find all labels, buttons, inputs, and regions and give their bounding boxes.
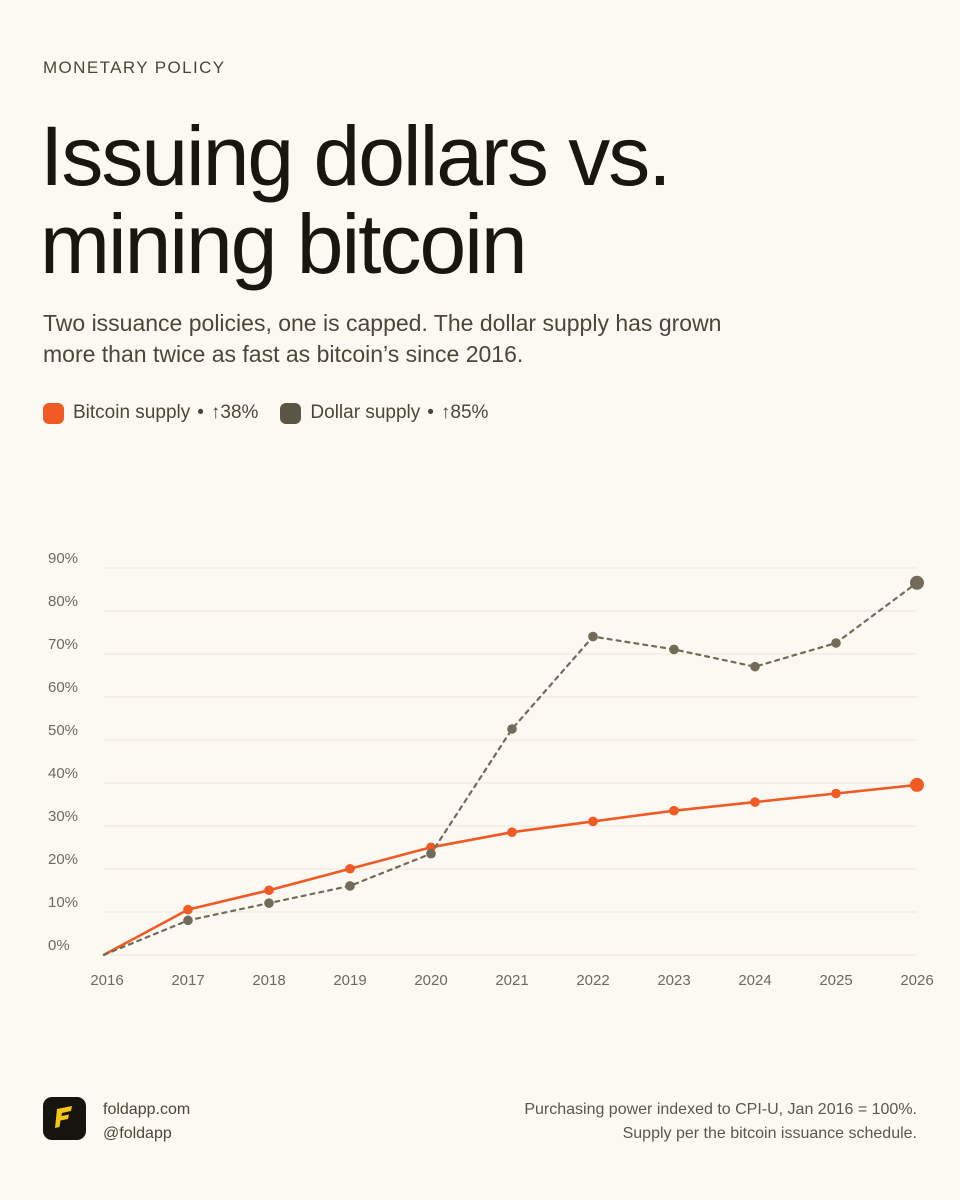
data-point-bitcoin	[507, 827, 517, 837]
data-point-bitcoin	[264, 885, 274, 896]
legend-swatch-bitcoin	[43, 402, 64, 424]
data-point-dollar	[426, 848, 436, 859]
fold-logo	[43, 1097, 86, 1140]
x-tick-label: 2017	[171, 972, 204, 989]
supply-line-chart: 0% 10% 20% 30% 40% 50% 60% 70% 80% 90% 2016 2017 201…	[48, 550, 934, 989]
legend-bullet: •	[197, 402, 204, 423]
data-point-dollar	[750, 661, 760, 672]
x-tick-label: 2020	[414, 972, 447, 989]
eyebrow-label: MONETARY POLICY	[43, 58, 226, 77]
data-point-dollar	[345, 881, 355, 891]
x-tick-label: 2021	[495, 972, 528, 989]
x-tick-label: 2019	[333, 972, 366, 989]
y-tick-label: 70%	[48, 636, 78, 653]
footer-handle[interactable]: @foldapp	[103, 1125, 172, 1142]
x-tick-label: 2018	[252, 972, 285, 989]
chart-legend: Bitcoin supply • ↑38% Dollar supply • ↑8…	[43, 402, 510, 424]
x-tick-label: 2016	[90, 972, 123, 989]
footer-note: Purchasing power indexed to CPI-U, Jan 2…	[524, 1098, 917, 1146]
x-tick-label: 2025	[819, 972, 852, 989]
data-point-bitcoin	[588, 816, 598, 827]
data-point-dollar	[264, 898, 274, 908]
fold-logo-icon	[55, 1106, 72, 1128]
data-point-bitcoin	[750, 797, 760, 807]
footer-site[interactable]: foldapp.com	[103, 1101, 191, 1118]
y-tick-label: 0%	[48, 937, 70, 954]
y-tick-label: 90%	[48, 550, 78, 567]
data-point-dollar	[669, 644, 679, 655]
legend-item-bitcoin: Bitcoin supply • ↑38%	[43, 402, 258, 424]
y-tick-label: 60%	[48, 679, 78, 696]
data-point-dollar	[588, 631, 598, 642]
data-point-bitcoin	[669, 805, 679, 816]
legend-label-bitcoin: Bitcoin supply	[73, 402, 191, 423]
data-point-dollar	[831, 638, 841, 648]
legend-item-dollar: Dollar supply • ↑85%	[280, 402, 488, 424]
series-line-bitcoin	[102, 783, 919, 957]
x-tick-label: 2023	[657, 972, 690, 989]
data-point-bitcoin	[831, 788, 841, 799]
page-subtitle: Two issuance policies, one is capped. Th…	[43, 310, 722, 367]
series-line-dollar	[102, 581, 919, 956]
footer-brand: foldapp.com @foldapp	[103, 1098, 190, 1146]
data-point-dollar	[507, 724, 517, 734]
legend-swatch-dollar	[280, 402, 302, 424]
x-tick-label: 2022	[576, 972, 609, 989]
x-tick-label: 2024	[738, 972, 771, 989]
page-title: Issuing dollars vs. mining bitcoin	[40, 109, 672, 291]
y-tick-label: 30%	[48, 808, 78, 825]
y-tick-label: 80%	[48, 593, 78, 610]
data-point-bitcoin	[183, 904, 193, 915]
y-tick-label: 50%	[48, 722, 78, 739]
legend-change-bitcoin: ↑38%	[210, 402, 259, 423]
legend-label-dollar: Dollar supply	[310, 402, 421, 423]
data-point-bitcoin	[910, 777, 924, 792]
legend-change-dollar: ↑85%	[440, 402, 489, 423]
x-tick-label: 2026	[900, 972, 933, 989]
footer-note-line1: Purchasing power indexed to CPI-U, Jan 2…	[524, 1101, 917, 1118]
y-tick-label: 10%	[48, 894, 78, 911]
data-point-bitcoin	[345, 863, 355, 874]
legend-bullet: •	[427, 402, 434, 423]
y-tick-label: 40%	[48, 765, 78, 782]
data-point-dollar	[910, 575, 924, 590]
data-point-dollar	[183, 915, 193, 926]
y-tick-label: 20%	[48, 851, 78, 868]
footer-note-line2: Supply per the bitcoin issuance schedule…	[622, 1125, 917, 1142]
